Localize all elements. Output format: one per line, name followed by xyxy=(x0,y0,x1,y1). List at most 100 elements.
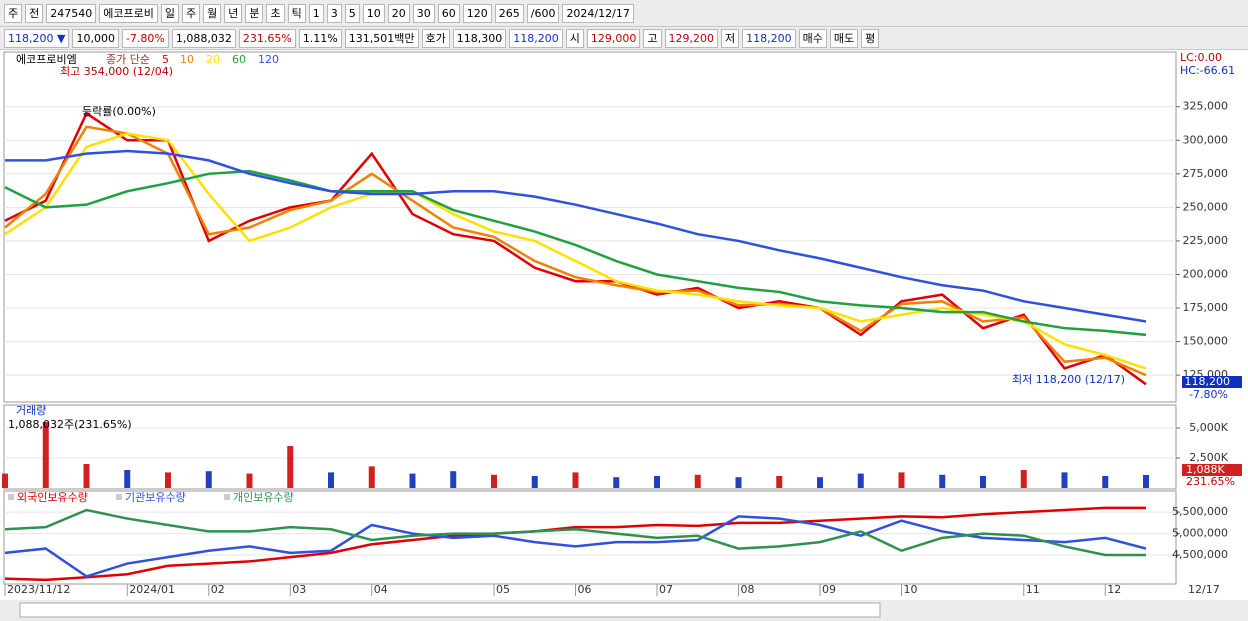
x-tick-label: 02 xyxy=(211,583,225,596)
volume-bar xyxy=(980,476,986,488)
annotation: -7.80% xyxy=(1189,388,1228,401)
volume-bar xyxy=(124,470,131,488)
toolbar-item[interactable]: 60 xyxy=(437,3,460,23)
volume-bar xyxy=(205,471,212,488)
volume-bar xyxy=(531,476,538,488)
toolbar-item[interactable]: 231.65% xyxy=(238,28,296,48)
legend-label: 외국인보유수량 xyxy=(17,491,88,504)
legend-label: 5 xyxy=(162,53,169,66)
annotation: 231.65% xyxy=(1186,475,1235,488)
y-tick-label: 4,500,000 xyxy=(1172,548,1228,561)
volume-bar xyxy=(368,466,375,488)
toolbar-item[interactable]: 5 xyxy=(344,3,360,23)
panel-title: 거래량 xyxy=(16,404,46,417)
toolbar-item[interactable]: 120 xyxy=(462,3,492,23)
toolbar-item[interactable]: 131,501백만 xyxy=(344,28,419,48)
x-tick-label: 08 xyxy=(741,583,755,596)
toolbar-item[interactable]: 저 xyxy=(721,28,740,48)
toolbar-item[interactable]: 시 xyxy=(565,28,584,48)
toolbar-item[interactable]: 2024/12/17 xyxy=(562,3,634,23)
toolbar-item[interactable]: 평 xyxy=(861,28,880,48)
y-tick-label: 5,000K xyxy=(1189,421,1228,434)
toolbar-item[interactable]: /600 xyxy=(526,3,560,23)
volume-bar xyxy=(572,472,579,488)
volume-bar xyxy=(817,477,823,488)
toolbar-item[interactable]: 분 xyxy=(245,3,264,23)
volume-bar xyxy=(613,477,620,488)
toolbar-item[interactable]: 전 xyxy=(25,3,44,23)
toolbar-item[interactable]: 틱 xyxy=(287,3,306,23)
toolbar-item[interactable]: -7.80% xyxy=(121,28,169,48)
volume-panel xyxy=(3,404,1177,490)
volume-bar xyxy=(776,476,783,488)
annotation: LC:0.00 xyxy=(1180,51,1222,64)
annotation: 1,088K xyxy=(1186,463,1225,476)
toolbar-item[interactable]: 1,088,032 xyxy=(171,28,236,48)
volume-bar xyxy=(694,474,701,488)
x-tick-label: 09 xyxy=(822,583,836,596)
toolbar-item[interactable]: 10 xyxy=(362,3,385,23)
scroll-track[interactable] xyxy=(19,602,881,618)
volume-bar xyxy=(83,464,90,488)
y-tick-label: 2,500K xyxy=(1189,451,1228,464)
quote-bar: 118,200 ▼ 10,000 -7.80% 1,088,032 231.65% 1.1… xyxy=(0,27,1248,50)
y-tick-label: 5,000,000 xyxy=(1172,527,1228,540)
legend-label: 10 xyxy=(180,53,194,66)
y-tick-label: 150,000 xyxy=(1183,335,1229,348)
toolbar-item[interactable]: 주 xyxy=(4,3,23,23)
x-tick-label: 03 xyxy=(292,583,306,596)
toolbar-item[interactable]: 에코프로비 xyxy=(99,3,158,23)
toolbar-item[interactable]: 3 xyxy=(326,3,342,23)
legend-swatch xyxy=(116,494,122,500)
volume-bar xyxy=(491,474,497,488)
legend-label: 20 xyxy=(206,53,220,66)
toolbar-item[interactable]: 매도 xyxy=(829,28,859,48)
toolbar-item[interactable]: 초 xyxy=(266,3,285,23)
toolbar-item[interactable]: 1.11% xyxy=(298,28,342,48)
toolbar-item[interactable]: 118,200 xyxy=(509,28,563,48)
toolbar-item[interactable]: 129,200 xyxy=(664,28,718,48)
chart-title: 에코프로비엠 xyxy=(16,53,77,66)
toolbar-item[interactable]: 20 xyxy=(387,3,410,23)
toolbar-item[interactable]: 129,000 xyxy=(586,28,641,48)
toolbar-item[interactable]: 118,200 xyxy=(742,28,796,48)
volume-bar xyxy=(246,473,253,488)
toolbar-item[interactable]: 년 xyxy=(224,3,243,23)
toolbar-item[interactable]: 주 xyxy=(181,3,201,23)
x-tick-label: 11 xyxy=(1026,583,1040,596)
volume-bar xyxy=(898,472,905,488)
x-tick-label: 12 xyxy=(1107,583,1121,596)
y-tick-label: 175,000 xyxy=(1183,301,1229,314)
toolbar-item[interactable]: 118,300 xyxy=(452,28,507,48)
series-line xyxy=(4,506,1146,582)
toolbar-item[interactable]: 일 xyxy=(160,3,179,23)
annotation: HC:-66.61 xyxy=(1180,64,1235,77)
y-tick-label: 225,000 xyxy=(1183,234,1229,247)
volume-bar xyxy=(450,471,457,488)
y-tick-label: 250,000 xyxy=(1183,200,1229,213)
legend-label: 기관보유수량 xyxy=(125,491,186,504)
x-tick-label: 07 xyxy=(659,583,673,596)
volume-bar xyxy=(42,422,49,488)
volume-bar xyxy=(1061,472,1068,488)
toolbar-item[interactable]: 10,000 xyxy=(72,28,119,48)
volume-bar xyxy=(857,473,864,488)
price-panel xyxy=(3,51,1177,403)
toolbar-item[interactable]: 고 xyxy=(643,28,662,48)
annotation: 최저 118,200 (12/17) xyxy=(1012,373,1125,386)
holding-panel xyxy=(3,490,1177,585)
y-tick-label: 325,000 xyxy=(1183,100,1229,113)
toolbar-item[interactable]: 118,200 ▼ xyxy=(4,28,70,48)
toolbar-item[interactable]: 265 xyxy=(494,3,524,23)
toolbar-item[interactable]: 247540 xyxy=(46,3,97,23)
toolbar-item[interactable]: 호가 xyxy=(421,28,450,48)
series-line xyxy=(4,508,1146,557)
volume-bar xyxy=(1020,470,1027,488)
toolbar-item[interactable]: 매수 xyxy=(798,28,827,48)
toolbar-item[interactable]: 월 xyxy=(203,3,222,23)
y-tick-label: 275,000 xyxy=(1183,167,1229,180)
toolbar-item[interactable]: 30 xyxy=(412,3,435,23)
volume-bar xyxy=(939,474,946,488)
toolbar-item[interactable]: 1 xyxy=(308,3,324,23)
last-price-box xyxy=(1182,376,1242,388)
